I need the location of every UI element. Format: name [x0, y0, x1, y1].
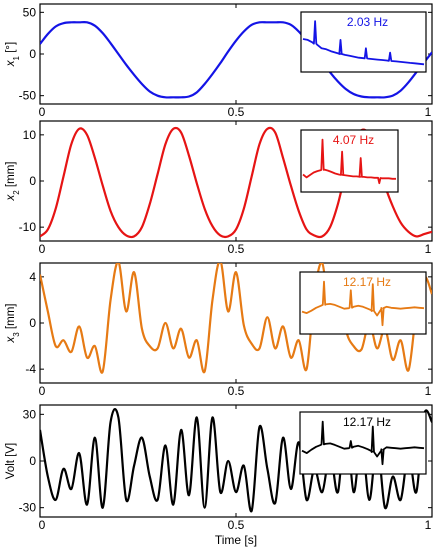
inset-spectrum: 12.17 Hz [299, 271, 427, 335]
x-tick-label: 0 [39, 105, 46, 119]
panel-2: 100-100 0.5 1x2 [mm]4.07 Hz [5, 120, 433, 256]
x-tick-label: 1 [425, 518, 432, 532]
x-tick-label: 0.5 [228, 384, 245, 398]
x-tick-label: 1 [425, 384, 432, 398]
x-tick-label: 0.5 [228, 518, 245, 532]
inset-frequency-label: 12.17 Hz [343, 275, 391, 289]
x-tick-label: 0 [39, 384, 46, 398]
panel-3: 40-40 0.5 1x3 [mm]12.17 Hz [5, 262, 433, 398]
inset-frequency-label: 12.17 Hz [343, 415, 391, 429]
inset-frequency-label: 2.03 Hz [347, 15, 388, 29]
x-tick-label: 0.5 [228, 105, 245, 119]
x-tick-label: 0 [39, 242, 46, 256]
inset-spectrum-line [301, 420, 425, 466]
y-tick-label: 0 [29, 47, 36, 61]
inset-spectrum-line [301, 280, 425, 327]
x-tick-label: 0.5 [228, 242, 245, 256]
y-axis-label: Volt [V] [5, 443, 17, 479]
y-axis-label: x2 [mm] [5, 162, 21, 202]
y-axis-label: x1 [°] [5, 42, 21, 67]
inset-spectrum: 4.07 Hz [300, 129, 399, 193]
inset-frame [300, 11, 427, 73]
y-tick-label: 10 [23, 128, 37, 142]
y-tick-label: 0 [29, 454, 36, 468]
x-tick-label: 0 [39, 518, 46, 532]
inset-frame [299, 271, 427, 335]
y-axis-label: x3 [mm] [5, 304, 21, 344]
y-tick-label: -30 [19, 501, 37, 515]
y-tick-label: 0 [29, 174, 36, 188]
y-tick-label: -4 [25, 362, 36, 376]
y-tick-label: -50 [19, 89, 37, 103]
y-tick-label: 0 [29, 316, 36, 330]
inset-spectrum: 2.03 Hz [300, 11, 427, 73]
inset-spectrum-line [302, 138, 396, 185]
series-line [40, 20, 432, 99]
panel-1: 500-500 0.5 1x1 [°]2.03 Hz [5, 3, 433, 119]
y-tick-label: 4 [29, 270, 36, 284]
x-axis-label: Time [s] [215, 533, 257, 547]
y-tick-label: -10 [19, 220, 37, 234]
series-line [40, 408, 432, 512]
inset-frame [300, 129, 399, 193]
x-tick-label: 1 [425, 242, 432, 256]
inset-spectrum-line [302, 20, 425, 66]
y-tick-label: 50 [23, 5, 37, 19]
inset-frequency-label: 4.07 Hz [333, 133, 374, 147]
y-tick-label: 30 [23, 407, 37, 421]
x-tick-label: 1 [425, 105, 432, 119]
inset-spectrum: 12.17 Hz [299, 411, 427, 475]
